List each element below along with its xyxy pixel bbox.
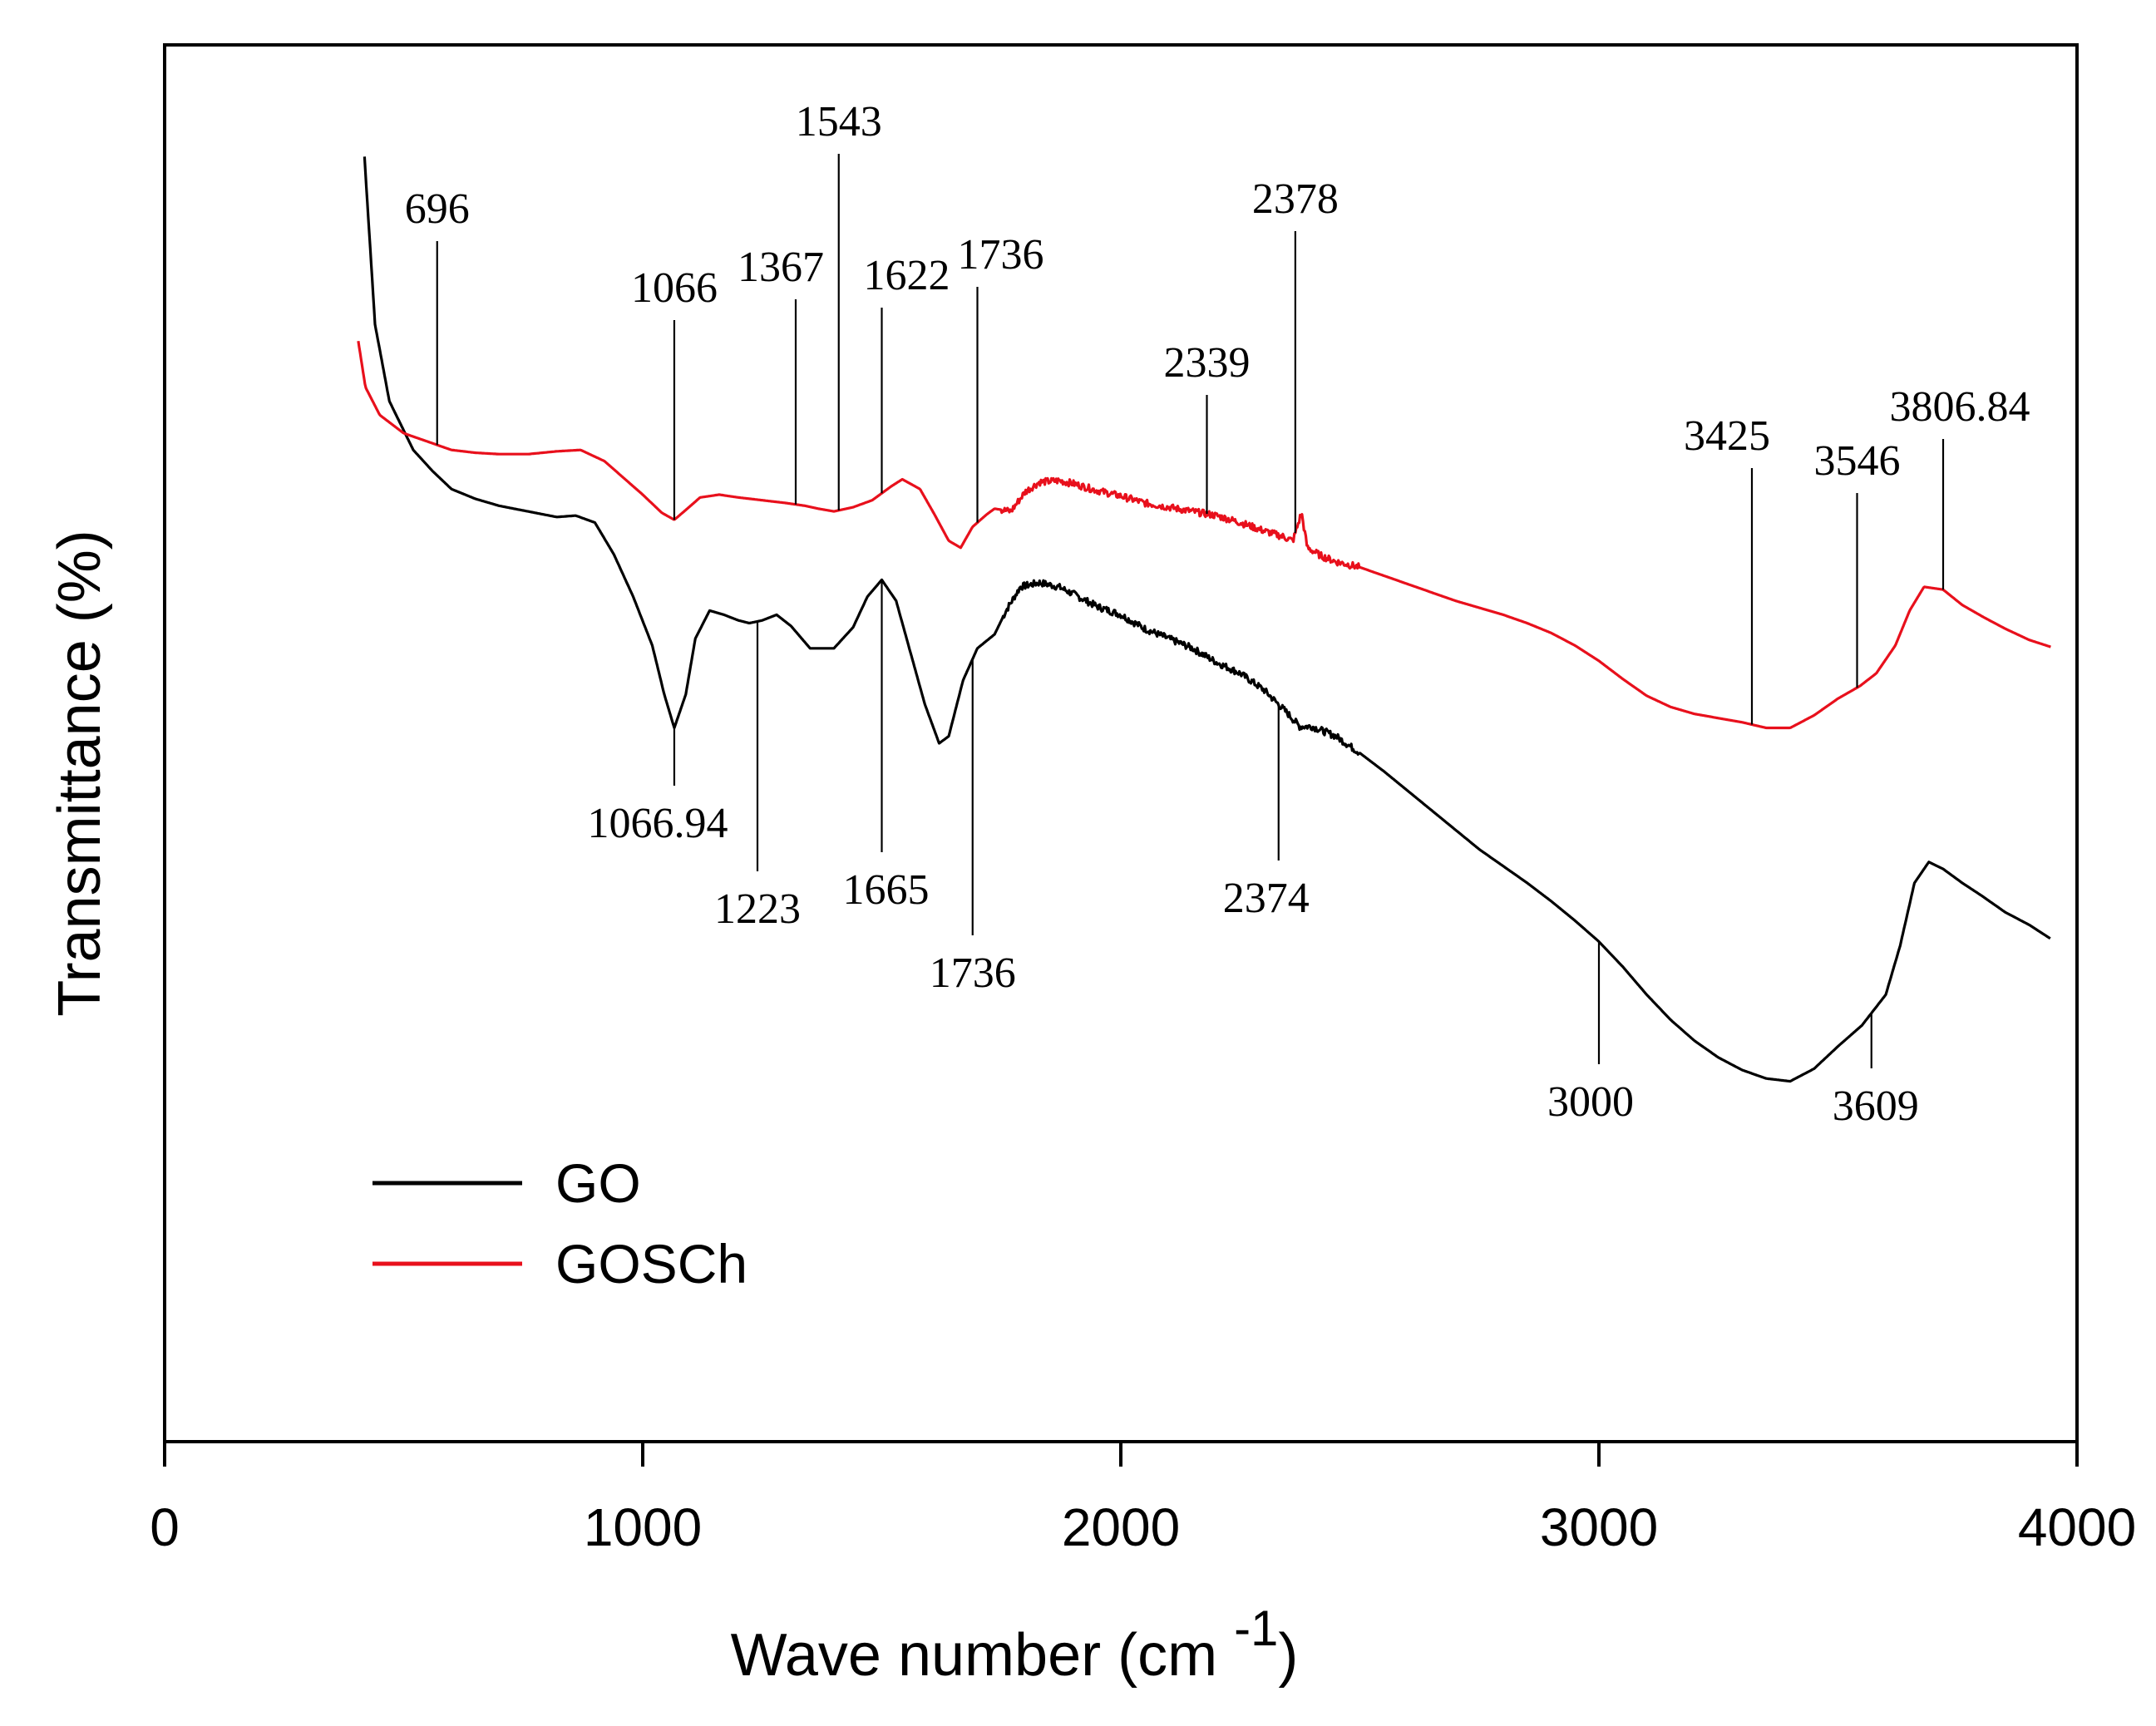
x-axis-label: Wave number (cm -1) <box>731 1600 1299 1689</box>
peak-label: 3806.84 <box>1890 383 2030 431</box>
peak-label: 1665 <box>843 866 930 914</box>
x-axis-label-close: ) <box>1278 1622 1298 1689</box>
peak-label: 1066 <box>631 264 718 312</box>
peak-label: 2374 <box>1223 875 1310 922</box>
peak-label: 1223 <box>714 885 801 933</box>
peak-label: 1736 <box>930 949 1016 997</box>
peak-label: 3000 <box>1547 1078 1634 1126</box>
x-tick-label: 1000 <box>584 1497 702 1557</box>
peak-label: 3609 <box>1833 1082 1919 1130</box>
series-line-go <box>363 156 2051 1083</box>
peak-label: 1066.94 <box>587 800 728 847</box>
peak-label: 2378 <box>1252 175 1339 223</box>
peak-label: 1543 <box>796 98 882 145</box>
series-layer <box>357 156 2051 1083</box>
x-tick-label: 2000 <box>1062 1497 1180 1557</box>
x-tick-label: 3000 <box>1540 1497 1658 1557</box>
x-tick-label: 4000 <box>2018 1497 2136 1557</box>
peak-label: 3546 <box>1814 437 1901 485</box>
x-axis-label-main: Wave number (cm <box>731 1622 1234 1689</box>
x-axis-ticks: 0 1000 2000 3000 4000 <box>150 1442 2136 1557</box>
series-line-gosch <box>357 340 2051 730</box>
y-axis-label: Transmittance (%) <box>47 530 113 1016</box>
legend: GO GOSCh <box>372 1152 747 1294</box>
peak-label: 3425 <box>1684 412 1770 460</box>
peak-label: 1622 <box>864 252 950 299</box>
legend-label-gosch: GOSCh <box>555 1233 747 1294</box>
legend-label-go: GO <box>555 1152 641 1214</box>
peak-label: 2339 <box>1164 339 1251 387</box>
peak-label: 1367 <box>738 244 824 291</box>
peak-label: 696 <box>405 185 470 233</box>
peak-label: 1736 <box>958 231 1044 279</box>
x-axis-label-superscript: -1 <box>1234 1600 1278 1656</box>
x-tick-label: 0 <box>150 1497 180 1557</box>
plot-frame <box>163 43 2079 1443</box>
